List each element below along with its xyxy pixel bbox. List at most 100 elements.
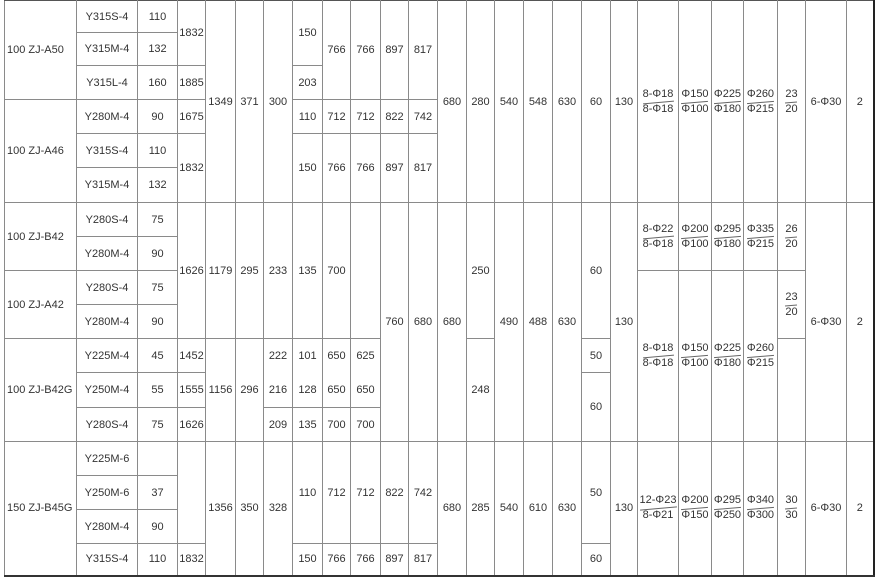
motor-model-cell: Y315M-4: [76, 32, 138, 66]
dimension-cell: 110: [292, 99, 323, 134]
dimension-cell: 766: [350, 543, 381, 577]
fraction-numerator: Φ200: [681, 494, 709, 507]
dimension-cell: 300: [263, 0, 293, 203]
dimension-cell: 295: [235, 202, 264, 339]
fraction-denominator: Φ180: [713, 102, 742, 115]
dimension-cell: 203: [292, 65, 323, 100]
fraction: Φ150 Φ100: [681, 341, 708, 371]
dimension-cell: 700: [322, 202, 351, 339]
dimension-cell: 766: [350, 0, 381, 100]
dimension-cell: 135: [292, 407, 323, 442]
fraction: Φ150 Φ100: [681, 87, 708, 117]
dimension-cell: 630: [552, 441, 582, 577]
dimension-cell: 760: [380, 202, 409, 442]
fraction-cell: 8-Φ18 8-Φ18: [637, 0, 679, 203]
fraction-numerator: Φ200: [681, 222, 709, 235]
dimension-cell: 712: [322, 441, 351, 544]
dimension-cell: 60: [581, 0, 611, 203]
dimension-cell: 712: [350, 441, 381, 544]
dimension-cell: 250: [466, 202, 495, 339]
motor-model-cell: Y250M-6: [76, 475, 138, 510]
dimension-cell: 233: [263, 202, 293, 339]
fraction: 8-Φ18 8-Φ18: [643, 341, 674, 371]
dimension-cell: 897: [380, 0, 409, 100]
value: 650: [327, 384, 346, 396]
dimension-cell: 490: [494, 202, 524, 442]
dimension-cell: 1885: [177, 65, 206, 100]
fraction: 12-Φ23 8-Φ21: [640, 493, 677, 523]
motor-model-cell: Y315M-4: [76, 167, 138, 203]
table-row: Y315L-4 160 1885 203: [5, 65, 874, 100]
fraction-cell: Φ260 Φ215: [743, 0, 778, 203]
dimension-cell: 110: [292, 441, 323, 544]
fraction-cell: Φ295 Φ180: [711, 202, 744, 271]
motor-model-cell: Y225M-4: [76, 338, 138, 373]
dimension-cell: 680: [437, 0, 467, 203]
dimension-cell: 1675: [177, 99, 206, 134]
dimension-cell: 822: [380, 99, 409, 134]
fraction-cell: 23 20: [777, 270, 806, 339]
fraction-denominator: 20: [785, 102, 798, 115]
motor-model-cell: Y280M-4: [76, 236, 138, 271]
table-row: Y315M-4 132: [5, 167, 874, 203]
table-row: 100 ZJ-B42G Y225M-4 45 1452 1156 296 222 216 101…: [4, 338, 874, 442]
motor-power-cell: 55: [137, 372, 178, 408]
fraction-cell: Φ340 Φ300: [743, 441, 778, 577]
dimension-cell: 700: [350, 407, 381, 442]
fraction: Φ200 Φ100: [681, 222, 708, 252]
fraction-cell: 23 20: [777, 0, 806, 203]
motor-model-cell: Y315S-4: [76, 543, 138, 577]
dimension-cell: 1452: [177, 338, 206, 373]
value: 650: [327, 350, 346, 362]
dimension-cell: 766: [322, 133, 351, 203]
fraction-numerator: Φ335: [746, 222, 775, 235]
dimension-cell: 350: [235, 441, 264, 577]
dimension-cell: 2: [846, 441, 875, 577]
motor-model-cell: Y315L-4: [76, 65, 138, 100]
fraction-numerator: Φ340: [746, 494, 775, 507]
fraction-numerator: Φ260: [746, 87, 775, 100]
dimension-cell: 625 650: [350, 338, 381, 408]
fraction-denominator: Φ100: [681, 237, 709, 250]
dimension-cell: 2: [846, 0, 875, 203]
dimension-cell: 1349: [205, 0, 236, 203]
fraction-denominator: Φ215: [746, 357, 775, 369]
dimension-cell: 50: [581, 441, 611, 544]
dimension-cell: 742: [408, 441, 438, 544]
fraction-cell: 26 20: [777, 202, 806, 271]
motor-power-cell: [137, 441, 178, 476]
motor-model-cell: Y315S-4: [76, 0, 138, 33]
fraction: 26 20: [785, 222, 798, 252]
dimension-cell: 817: [408, 543, 438, 577]
dimension-cell: 610: [523, 441, 553, 577]
fraction: Φ335 Φ215: [747, 222, 774, 252]
fraction-denominator: 20: [785, 237, 798, 250]
motor-power-cell: 37: [137, 475, 178, 510]
dimension-cell: 101 128: [292, 338, 323, 408]
fraction-denominator: 8-Φ18: [642, 102, 674, 115]
fraction-cell: Φ295 Φ250: [711, 441, 744, 577]
fraction-denominator: Φ300: [746, 509, 775, 522]
fraction-numerator: Φ295: [713, 494, 742, 507]
dimension-cell: 209: [263, 407, 293, 442]
table-row: 100 ZJ-B42 Y280S-4 75 1626 1179 295 233 135 700 7…: [4, 202, 875, 442]
fraction: 30 30: [785, 493, 798, 523]
dimension-cell: 1626: [177, 202, 206, 339]
pump-model-cell: 150 ZJ-B45G: [4, 441, 77, 577]
motor-power-cell: 160: [137, 65, 178, 100]
motor-model-cell: Y280M-4: [76, 99, 138, 134]
dimension-cell: 1832: [177, 133, 206, 203]
motor-power-cell: 132: [137, 32, 178, 66]
fraction-numerator: 8-Φ22: [642, 222, 674, 235]
motor-power-cell: 132: [137, 167, 178, 203]
fraction-denominator: Φ215: [746, 237, 775, 250]
fraction-numerator: 23: [785, 290, 798, 303]
fraction: 8-Φ18 8-Φ18: [643, 87, 674, 117]
fraction: Φ200 Φ150: [681, 493, 708, 523]
dimension-cell: 280: [466, 0, 495, 203]
value: 625: [356, 350, 375, 362]
fraction-numerator: Φ260: [746, 342, 775, 354]
fraction-cell: Φ150 Φ100: [678, 0, 712, 203]
fraction-numerator: 8-Φ18: [642, 87, 674, 100]
fraction-numerator: Φ150: [681, 87, 709, 100]
